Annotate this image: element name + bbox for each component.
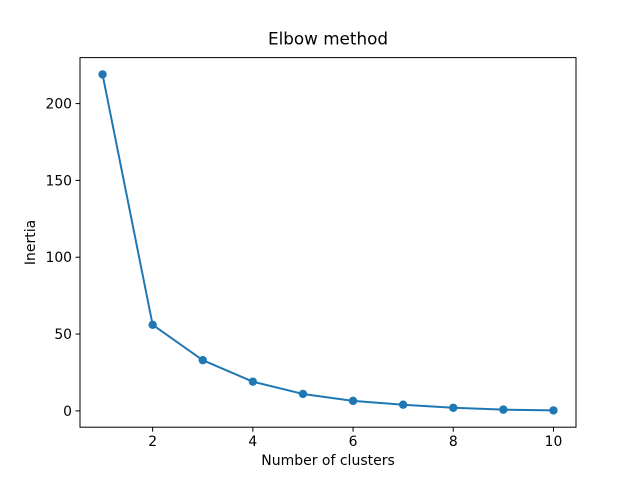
- data-point: [298, 389, 308, 399]
- x-tick-label: 4: [248, 434, 257, 450]
- y-tick-label: 200: [45, 97, 72, 113]
- x-tick-label: 8: [449, 434, 458, 450]
- x-axis-label: Number of clusters: [261, 453, 395, 469]
- y-axis-label: Inertia: [23, 220, 39, 265]
- x-tick-label: 2: [148, 434, 157, 450]
- y-tick-label: 50: [54, 327, 72, 343]
- axes-frame: [79, 57, 577, 428]
- data-point: [499, 405, 508, 414]
- y-tick-label: 100: [45, 250, 72, 266]
- y-tick-label: 0: [63, 404, 72, 420]
- chart-title: Elbow method: [268, 29, 388, 49]
- data-point: [98, 70, 107, 79]
- data-point: [449, 403, 458, 412]
- data-point: [549, 406, 558, 415]
- data-point: [398, 400, 408, 409]
- data-point: [248, 377, 258, 386]
- inertia-line: [101, 73, 555, 412]
- data-point: [198, 355, 207, 365]
- y-tick-label: 150: [45, 173, 72, 189]
- data-point: [348, 396, 358, 406]
- x-tick-label: 6: [349, 434, 358, 450]
- data-point: [148, 320, 157, 330]
- x-tick-label: 10: [545, 434, 563, 450]
